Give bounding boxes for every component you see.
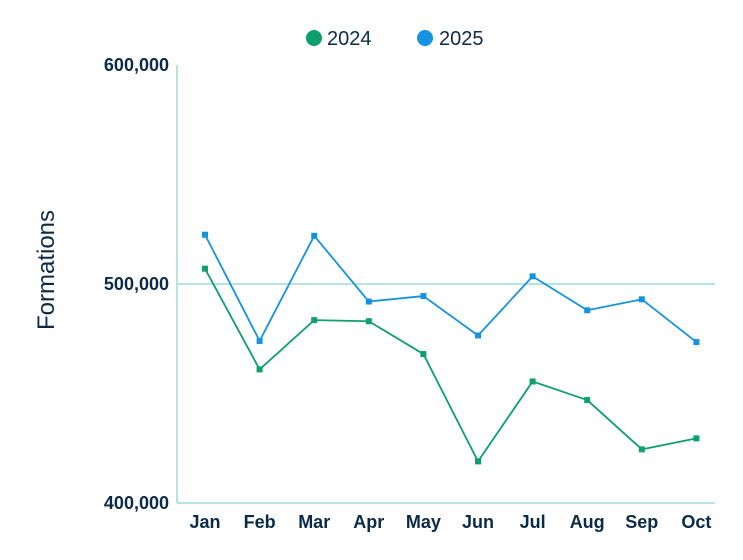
legend-label-2025: 2025 <box>439 28 484 50</box>
data-point-2025 <box>693 339 700 346</box>
x-tick-label: Aug <box>570 512 605 532</box>
series-line-2025 <box>204 234 697 343</box>
legend-marker-2024 <box>306 30 322 46</box>
x-tick-label: May <box>406 512 441 532</box>
data-point-2025 <box>365 298 372 305</box>
data-point-2025 <box>529 273 536 280</box>
data-point-2025 <box>638 296 645 303</box>
x-tick-label: Feb <box>244 512 276 532</box>
y-tick-label: 500,000 <box>104 274 169 294</box>
legend: 2024 2025 <box>306 28 484 50</box>
y-tick-label: 600,000 <box>104 55 169 75</box>
data-point-2024 <box>693 435 700 442</box>
plot-area <box>202 231 700 465</box>
legend-item-2024: 2024 <box>306 28 372 50</box>
data-point-2024 <box>311 317 318 324</box>
series-line-2024 <box>204 268 697 463</box>
legend-marker-2025 <box>417 30 433 46</box>
data-point-2025 <box>475 332 481 339</box>
data-point-2024 <box>638 446 645 453</box>
x-tick-label: Jul <box>520 512 546 532</box>
data-point-2024 <box>584 397 591 404</box>
legend-item-2025: 2025 <box>417 28 484 50</box>
y-tick-label: 400,000 <box>104 493 169 513</box>
data-point-2025 <box>584 307 591 314</box>
data-point-2025 <box>202 231 208 238</box>
data-point-2024 <box>256 366 263 373</box>
data-point-2024 <box>202 265 208 272</box>
data-point-2025 <box>256 337 263 344</box>
data-point-2025 <box>311 232 318 239</box>
x-tick-label: Oct <box>681 512 711 532</box>
legend-label-2024: 2024 <box>327 28 372 50</box>
x-tick-label: Apr <box>353 512 384 532</box>
x-tick-label: Mar <box>298 512 330 532</box>
data-point-2024 <box>365 318 372 325</box>
data-point-2024 <box>529 378 536 385</box>
data-point-2024 <box>475 458 481 465</box>
x-tick-label: Jun <box>462 512 494 532</box>
data-point-2025 <box>420 293 427 300</box>
x-tick-label: Jan <box>189 512 220 532</box>
x-tick-label: Sep <box>625 512 658 532</box>
y-axis-label: Formations <box>33 210 60 330</box>
axes: 400,000 500,000 600,000 Jan Feb Mar Apr May Jun J… <box>104 55 715 532</box>
data-point-2024 <box>420 351 427 358</box>
